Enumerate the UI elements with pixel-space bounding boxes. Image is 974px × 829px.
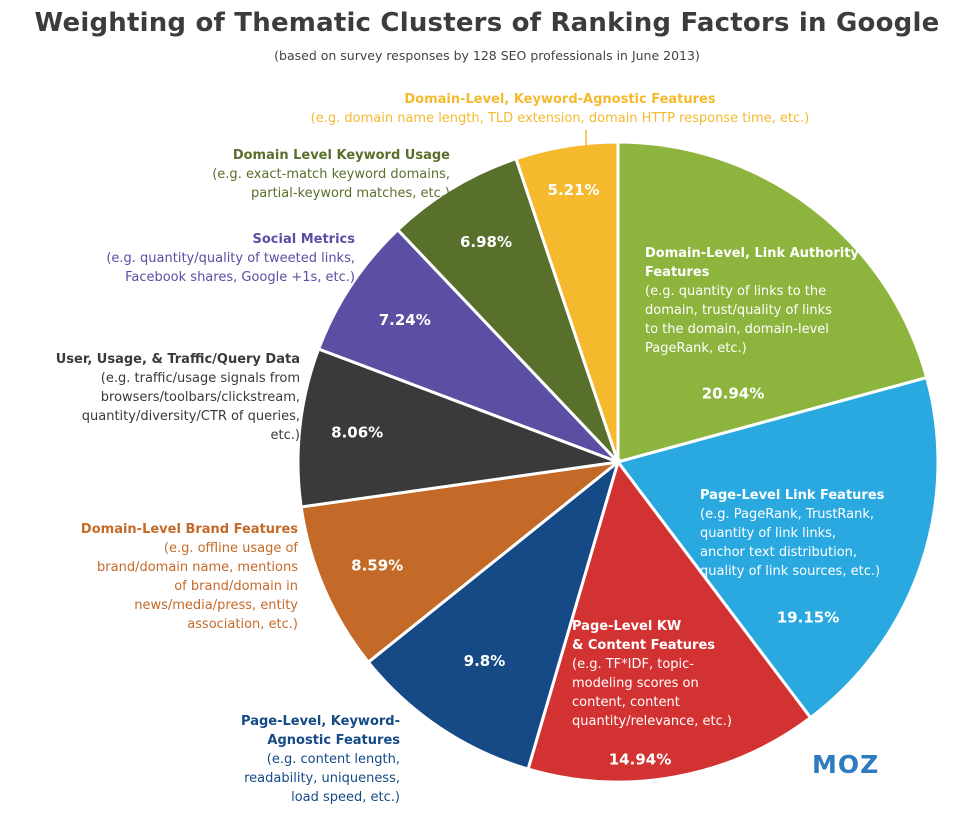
- slice-name: Domain-Level, Link Authority Features: [645, 246, 859, 280]
- slice-desc-line: (e.g. traffic/usage signals from: [100, 371, 300, 386]
- slice-desc-line: Facebook shares, Google +1s, etc.): [125, 270, 355, 285]
- slice-name: Social Metrics: [252, 232, 356, 247]
- slice-value-label: 8.06%: [331, 424, 383, 442]
- slice-value-label: 20.94%: [702, 385, 764, 403]
- slice-desc-line: quantity of link links,: [700, 526, 837, 541]
- slice-name: Page-Level Link Features: [700, 488, 885, 503]
- slice-desc-line: modeling scores on: [572, 676, 699, 691]
- slice-desc-line: brand/domain name, mentions: [97, 560, 298, 575]
- slice-label-page-kw-content: Page-Level KW & Content Features (e.g. T…: [572, 617, 782, 731]
- slice-value-label: 14.94%: [609, 751, 671, 769]
- slice-desc-line: readability, uniqueness,: [244, 771, 400, 786]
- slice-desc-line: (e.g. TF*IDF, topic-: [572, 657, 694, 672]
- label-social-metrics: Social Metrics (e.g. quantity/quality of…: [20, 230, 355, 287]
- slice-desc-line: etc.): [270, 428, 300, 443]
- label-page-keyword-agnostic: Page-Level, Keyword- Agnostic Features (…: [120, 712, 400, 807]
- slice-desc-line: partial-keyword matches, etc.): [251, 186, 450, 201]
- slice-desc-line: to the domain, domain-level: [645, 322, 829, 337]
- slice-label-page-link-features: Page-Level Link Features (e.g. PageRank,…: [700, 486, 940, 581]
- chart-title: Weighting of Thematic Clusters of Rankin…: [34, 8, 940, 38]
- label-domain-brand: Domain-Level Brand Features (e.g. offlin…: [10, 520, 298, 634]
- slice-desc-line: content, content: [572, 695, 680, 710]
- label-domain-keyword-agnostic: Domain-Level, Keyword-Agnostic Features …: [160, 90, 960, 128]
- slice-desc-line: quantity/diversity/CTR of queries,: [81, 409, 300, 424]
- slice-desc-line: association, etc.): [187, 617, 298, 632]
- pie-slice: [299, 459, 624, 665]
- slice-desc-line: anchor text distribution,: [700, 545, 858, 560]
- slice-desc-line: quantity/relevance, etc.): [572, 714, 732, 729]
- slice-desc-line: (e.g. content length,: [266, 752, 400, 767]
- slice-value-label: 7.24%: [379, 311, 431, 329]
- slice-name-line: & Content Features: [572, 638, 715, 653]
- slice-desc-line: (e.g. offline usage of: [163, 541, 298, 556]
- slice-desc-line: PageRank, etc.): [645, 341, 747, 356]
- pie-slice: [514, 140, 620, 463]
- slice-value-label: 9.8%: [464, 652, 506, 670]
- chart-subtitle: (based on survey responses by 128 SEO pr…: [274, 48, 700, 63]
- slice-desc-line: (e.g. domain name length, TLD extension,…: [310, 111, 810, 126]
- slice-name: Domain-Level, Keyword-Agnostic Features: [404, 92, 716, 107]
- slice-name: Domain Level Keyword Usage: [232, 148, 450, 163]
- slice-desc-line: news/media/press, entity: [134, 598, 298, 613]
- slice-name-line: Agnostic Features: [267, 733, 400, 748]
- slice-desc-line: browsers/toolbars/clickstream,: [100, 390, 300, 405]
- slice-desc-line: (e.g. quantity of links to the: [645, 284, 827, 299]
- slice-desc-line: quality of link sources, etc.): [700, 564, 881, 579]
- slice-desc-line: (e.g. PageRank, TrustRank,: [700, 507, 875, 522]
- slice-desc-line: (e.g. exact-match keyword domains,: [212, 167, 450, 182]
- slice-desc-line: load speed, etc.): [291, 790, 400, 805]
- slice-label-domain-link-authority: Domain-Level, Link Authority Features (e…: [645, 244, 885, 358]
- slice-value-label: 6.98%: [460, 233, 512, 251]
- label-domain-keyword-usage: Domain Level Keyword Usage (e.g. exact-m…: [120, 146, 450, 203]
- pie-slice: [395, 156, 620, 464]
- pie-slice: [296, 347, 619, 509]
- pie-slice: [316, 227, 620, 464]
- slice-desc-line: domain, trust/quality of links: [645, 303, 832, 318]
- slice-name-line: Page-Level, Keyword-: [241, 714, 400, 729]
- pie-slice: [366, 457, 621, 771]
- slice-name-line: Page-Level KW: [572, 619, 682, 634]
- slice-value-label: 5.21%: [548, 181, 600, 199]
- label-user-usage-traffic: User, Usage, & Traffic/Query Data (e.g. …: [10, 350, 300, 445]
- slice-name: Domain-Level Brand Features: [80, 522, 298, 537]
- slice-desc-line: of brand/domain in: [174, 579, 298, 594]
- pie-slice: [615, 375, 940, 720]
- slice-value-label: 19.15%: [777, 609, 839, 627]
- pie-slice: [526, 458, 813, 784]
- pie-slice: [616, 140, 929, 464]
- slice-name: User, Usage, & Traffic/Query Data: [55, 352, 300, 367]
- moz-logo: MOZ: [812, 750, 880, 779]
- slice-desc-line: (e.g. quantity/quality of tweeted links,: [106, 251, 355, 266]
- slice-value-label: 8.59%: [351, 557, 403, 575]
